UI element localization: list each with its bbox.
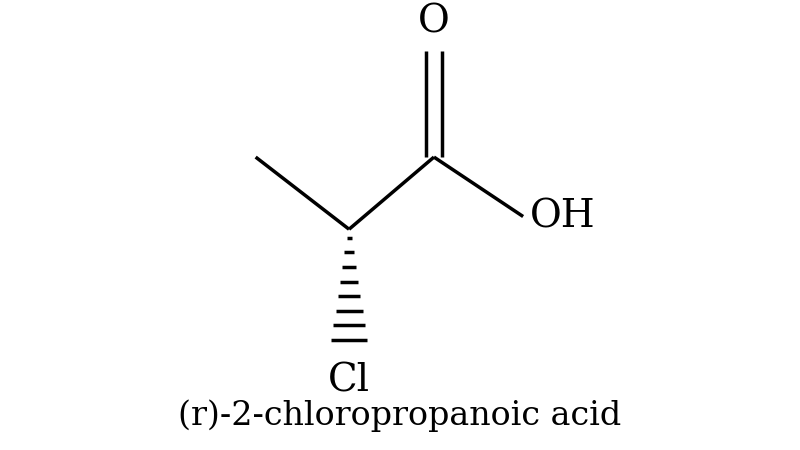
Text: (r)-2-chloropropanoic acid: (r)-2-chloropropanoic acid: [178, 399, 622, 432]
Text: O: O: [418, 4, 450, 41]
Text: OH: OH: [530, 198, 595, 235]
Text: Cl: Cl: [328, 363, 370, 400]
